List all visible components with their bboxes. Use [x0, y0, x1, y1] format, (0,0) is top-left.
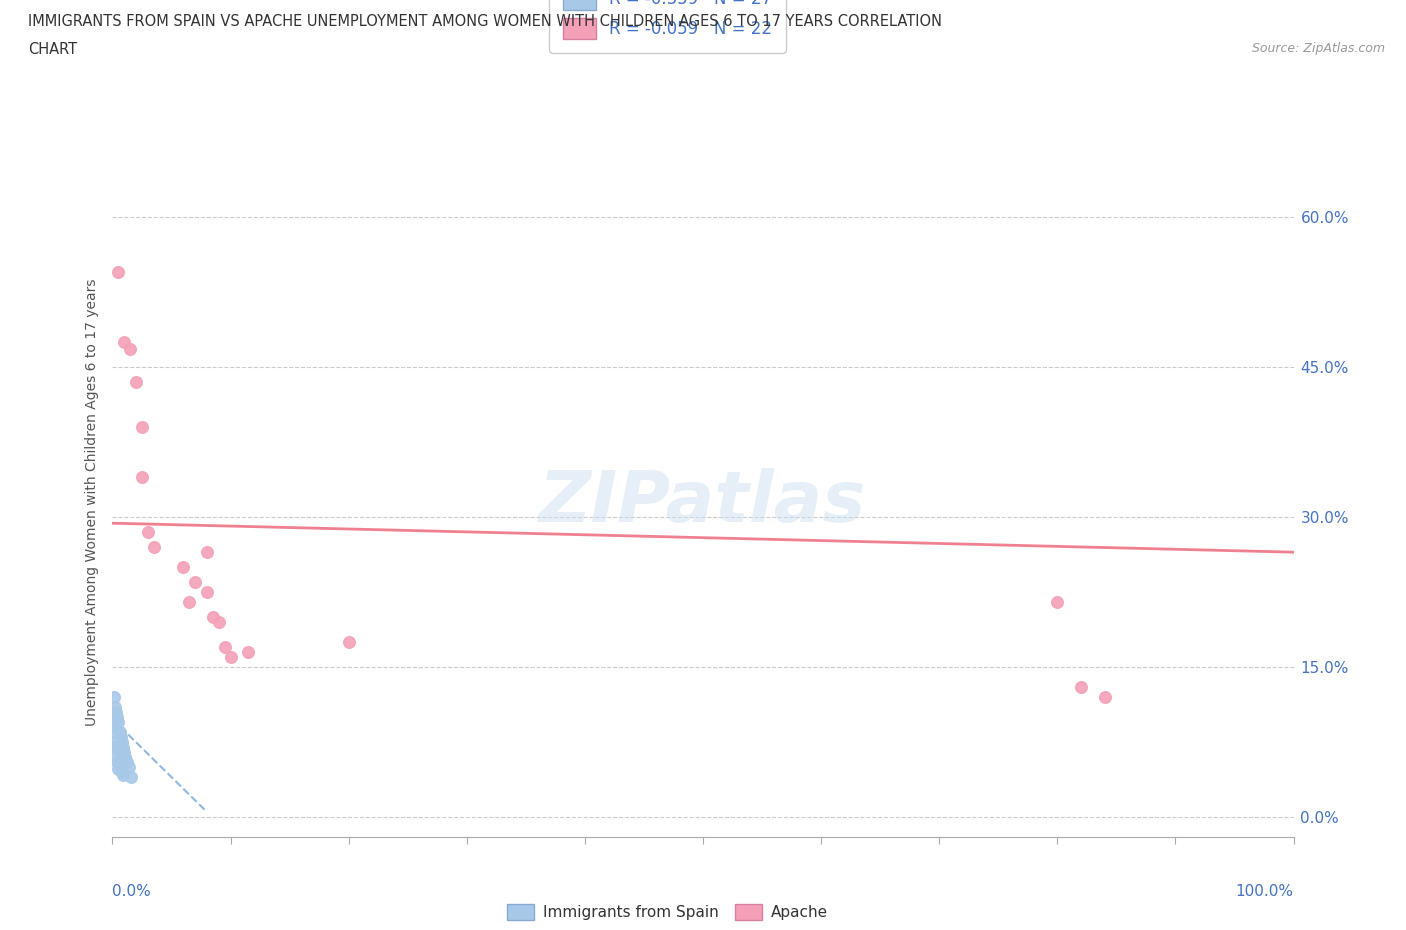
Point — [142, 539, 165, 554]
Point — [107, 741, 129, 756]
Point — [184, 575, 207, 590]
Point — [238, 644, 260, 659]
Point — [201, 610, 224, 625]
Point — [219, 650, 242, 665]
Text: 100.0%: 100.0% — [1236, 884, 1294, 899]
Point — [105, 705, 128, 720]
Point — [214, 640, 236, 655]
Point — [105, 739, 128, 754]
Point — [179, 594, 201, 609]
Point — [107, 714, 129, 729]
Point — [104, 699, 127, 714]
Point — [108, 754, 131, 769]
Text: CHART: CHART — [28, 42, 77, 57]
Point — [108, 724, 131, 739]
Point — [112, 335, 135, 350]
Point — [195, 585, 218, 600]
Point — [103, 720, 125, 735]
Point — [112, 745, 135, 760]
Point — [103, 690, 125, 705]
Point — [112, 767, 135, 782]
Point — [120, 770, 142, 785]
Text: 0.0%: 0.0% — [112, 884, 152, 899]
Y-axis label: Unemployment Among Women with Children Ages 6 to 17 years: Unemployment Among Women with Children A… — [84, 278, 98, 726]
Point — [114, 750, 136, 764]
Point — [110, 730, 132, 745]
Point — [118, 760, 141, 775]
Point — [136, 525, 159, 539]
Point — [1094, 690, 1116, 705]
Point — [125, 375, 148, 390]
Point — [131, 470, 153, 485]
Point — [208, 615, 231, 630]
Point — [105, 750, 128, 764]
Point — [1046, 594, 1069, 609]
Point — [111, 735, 134, 750]
Point — [105, 710, 128, 724]
Legend: Immigrants from Spain, Apache: Immigrants from Spain, Apache — [501, 898, 834, 926]
Point — [112, 739, 135, 754]
Point — [131, 419, 153, 434]
Point — [195, 545, 218, 560]
Text: ZIPatlas: ZIPatlas — [540, 468, 866, 537]
Point — [105, 735, 128, 750]
Point — [107, 762, 129, 777]
Point — [110, 760, 132, 775]
Text: IMMIGRANTS FROM SPAIN VS APACHE UNEMPLOYMENT AMONG WOMEN WITH CHILDREN AGES 6 TO: IMMIGRANTS FROM SPAIN VS APACHE UNEMPLOY… — [28, 14, 942, 29]
Point — [104, 724, 127, 739]
Point — [1070, 680, 1092, 695]
Point — [107, 265, 129, 280]
Point — [115, 754, 138, 769]
Point — [105, 754, 128, 769]
Point — [104, 739, 127, 754]
Point — [111, 764, 134, 779]
Point — [120, 342, 142, 357]
Point — [172, 560, 194, 575]
Text: Source: ZipAtlas.com: Source: ZipAtlas.com — [1251, 42, 1385, 55]
Point — [337, 634, 360, 649]
